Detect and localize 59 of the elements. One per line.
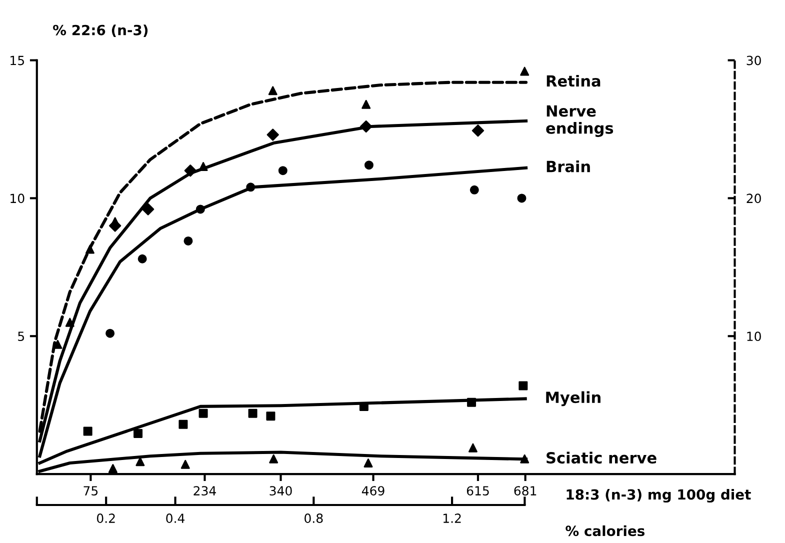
x-tick-label: 340 — [270, 486, 292, 496]
point — [134, 428, 143, 438]
x-tick-label: 469 — [362, 486, 384, 496]
series-label: Sciatic nerve — [546, 452, 656, 464]
y-tick-label: 15 — [10, 56, 24, 66]
series-label: Retina — [546, 74, 600, 87]
point — [65, 318, 74, 327]
x-tick-label: 234 — [194, 486, 216, 496]
point — [266, 412, 276, 421]
point — [248, 408, 258, 418]
point — [364, 160, 374, 170]
point — [468, 443, 478, 452]
series-label: Brain — [546, 160, 590, 172]
y2-tick-label: 20 — [746, 194, 761, 204]
y-tick-label: 10 — [10, 194, 24, 204]
x2-tick-label: 0.2 — [96, 514, 115, 523]
x-tick-label: 681 — [514, 486, 536, 496]
point — [470, 185, 479, 194]
point — [184, 236, 193, 246]
point — [85, 244, 94, 254]
point — [268, 86, 278, 96]
x2-axis-title: % calories — [566, 525, 644, 536]
point — [142, 203, 154, 216]
point — [472, 124, 484, 137]
point — [364, 458, 373, 468]
point — [278, 166, 288, 176]
y2-tick-label: 30 — [746, 56, 761, 66]
point — [362, 100, 371, 109]
point — [520, 66, 530, 76]
point — [360, 120, 372, 133]
x-tick-label: 75 — [84, 486, 98, 496]
x-axis-title: 18:3 (n-3) mg 100g diet — [566, 488, 751, 503]
point — [266, 128, 279, 141]
x2-tick-label: 1.2 — [443, 514, 461, 523]
point — [518, 381, 528, 390]
x2-tick-label: 0.8 — [304, 514, 323, 523]
point — [517, 194, 526, 203]
y-tick-label: 5 — [18, 332, 24, 342]
point — [136, 457, 145, 466]
series-label: Nerve endings — [546, 105, 614, 137]
series-label: Myelin — [546, 391, 600, 406]
point — [198, 162, 208, 171]
x-tick-label: 615 — [466, 486, 489, 496]
y-axis-title: % 22:6 (n-3) — [53, 24, 148, 37]
point — [246, 182, 256, 192]
point — [196, 204, 205, 214]
point — [180, 460, 190, 469]
point — [106, 328, 115, 338]
point — [520, 454, 530, 464]
point — [198, 408, 208, 418]
point — [83, 426, 92, 436]
point — [178, 420, 188, 429]
point — [184, 164, 196, 177]
point — [138, 254, 147, 264]
point — [269, 454, 278, 464]
y2-tick-label: 10 — [747, 332, 761, 342]
x2-tick-label: 0.4 — [166, 514, 185, 523]
point — [467, 398, 476, 407]
point — [108, 464, 118, 474]
